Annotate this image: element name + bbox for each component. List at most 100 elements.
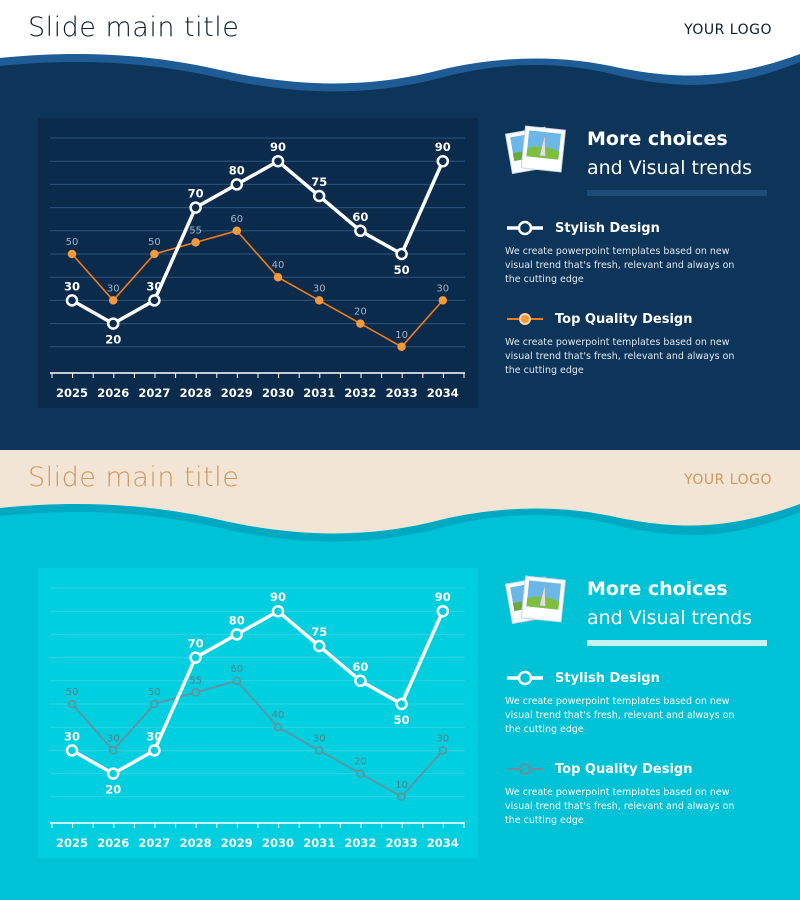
x-tick-label: 2028: [180, 386, 212, 400]
series-1-data-label: 90: [435, 140, 451, 154]
panel-header: More choices and Visual trends: [505, 120, 770, 196]
series-2-point: [314, 746, 324, 755]
legend-description: We create powerpoint templates based on …: [505, 696, 735, 735]
series-2-data-label: 20: [354, 307, 367, 318]
series-2-point: [397, 342, 406, 352]
series-2-point: [191, 688, 200, 697]
legend-label: Top Quality Design: [555, 311, 693, 327]
series-2-data-label: 40: [272, 710, 285, 721]
series-2-point: [67, 699, 77, 709]
series-1-point: [312, 189, 326, 203]
x-tick-label: 2033: [386, 836, 418, 850]
series-2-point: [314, 296, 324, 305]
panel-heading-line2: and Visual trends: [587, 157, 753, 179]
series-2-point: [356, 319, 365, 328]
x-tick-label: 2026: [97, 386, 129, 400]
series-2-point: [232, 226, 242, 236]
legend-item: Stylish Design We create powerpoint templ…: [505, 217, 770, 287]
series-1-point: [65, 294, 79, 307]
series-2-data-label: 30: [107, 283, 120, 294]
series-1-point: [189, 201, 202, 214]
panel-heading-line1: More choices: [587, 128, 728, 150]
series-2-point: [232, 676, 242, 686]
series-2-data-label: 50: [148, 237, 161, 248]
series-2-point: [67, 249, 77, 259]
series-1-data-label: 90: [435, 590, 451, 604]
x-tick-label: 2026: [97, 836, 129, 850]
series-1-point: [189, 651, 202, 664]
info-panel: More choices and Visual trends Stylish Des…: [505, 570, 770, 826]
series-1-point: [271, 604, 285, 618]
legend-row: Stylish Design: [505, 217, 770, 239]
series-2-point: [150, 699, 159, 709]
series-2-data-label: 50: [66, 687, 79, 698]
series-1-data-label: 90: [270, 140, 286, 154]
series-1-point: [106, 767, 120, 780]
series-1-point: [354, 224, 367, 238]
series-1-point: [312, 639, 326, 653]
series-1-data-label: 60: [352, 210, 368, 224]
panel-divider: [587, 190, 767, 196]
series-2-data-label: 20: [354, 757, 367, 768]
photo-stack-icon: [505, 575, 566, 625]
series-2-point: [273, 272, 283, 282]
plot-area: [38, 568, 478, 858]
series-2-point: [438, 746, 448, 755]
series-1-line: [71, 159, 445, 326]
series-2-data-label: 60: [230, 214, 243, 225]
x-tick-label: 2031: [303, 836, 335, 850]
legend-description: We create powerpoint templates based on …: [505, 337, 735, 376]
x-tick-label: 2027: [138, 386, 170, 400]
series-1-point: [106, 317, 120, 330]
slide-title: Slide main title: [28, 462, 240, 493]
series-1-point: [436, 154, 450, 168]
series-2-data-label: 10: [395, 780, 408, 791]
info-panel: More choices and Visual trends Stylish Des…: [505, 120, 770, 376]
series-2-data-label: 40: [272, 260, 285, 271]
line-chart: 2025 2026 2027 2028 2029 2030 2031 2032 2033 2034…: [38, 568, 478, 858]
series-2-data-label: 30: [313, 733, 326, 744]
series-2-point: [397, 792, 406, 802]
x-tick-label: 2025: [56, 386, 88, 400]
series-2-data-label: 55: [189, 225, 202, 236]
series-2-point: [108, 746, 118, 755]
legend-item: Stylish Design We create powerpoint templ…: [505, 667, 770, 737]
legend-label: Stylish Design: [555, 670, 660, 686]
x-tick-label: 2033: [386, 386, 418, 400]
legend-description: We create powerpoint templates based on …: [505, 246, 735, 285]
series-2-data-label: 50: [66, 237, 79, 248]
series-1-data-label: 70: [188, 187, 204, 201]
legend-item: Top Quality Design We create powerpoint t…: [505, 758, 770, 828]
series-2-line: [71, 679, 444, 798]
series-1-point: [230, 178, 244, 191]
x-tick-label: 2034: [427, 836, 459, 850]
x-tick-label: 2030: [262, 836, 294, 850]
series-1-data-label: 80: [229, 163, 245, 177]
panel-heading-line1: More choices: [587, 578, 728, 600]
line-chart: 2025 2026 2027 2028 2029 2030 2031 2032 2033 2034…: [38, 118, 478, 408]
series-1-point: [271, 154, 285, 168]
series-1-data-label: 60: [352, 660, 368, 674]
series-1-point: [395, 697, 408, 711]
series-1-data-label: 30: [146, 279, 162, 293]
series-1-data-label: 80: [229, 613, 245, 627]
x-tick-label: 2034: [427, 386, 459, 400]
x-tick-label: 2030: [262, 386, 294, 400]
legend-row: Top Quality Design: [505, 758, 770, 780]
slide-light: Slide main title YOUR LOGO 2025 2026 2027 202…: [0, 450, 800, 900]
series-1-data-label: 20: [105, 783, 121, 797]
series-2-point: [273, 722, 283, 732]
series-2-data-label: 30: [436, 283, 449, 294]
series-2-point: [191, 238, 200, 247]
x-tick-label: 2027: [138, 836, 170, 850]
series-1-point: [354, 674, 367, 688]
series-1-data-label: 50: [394, 713, 410, 727]
series-1-data-label: 75: [311, 625, 327, 639]
x-tick-label: 2029: [221, 836, 253, 850]
series-2-point: [438, 296, 448, 305]
series-1-point: [436, 604, 450, 618]
series-1-point: [148, 294, 161, 307]
panel-divider: [587, 640, 767, 646]
plot-area: [38, 118, 478, 408]
series-2-data-label: 60: [230, 664, 243, 675]
